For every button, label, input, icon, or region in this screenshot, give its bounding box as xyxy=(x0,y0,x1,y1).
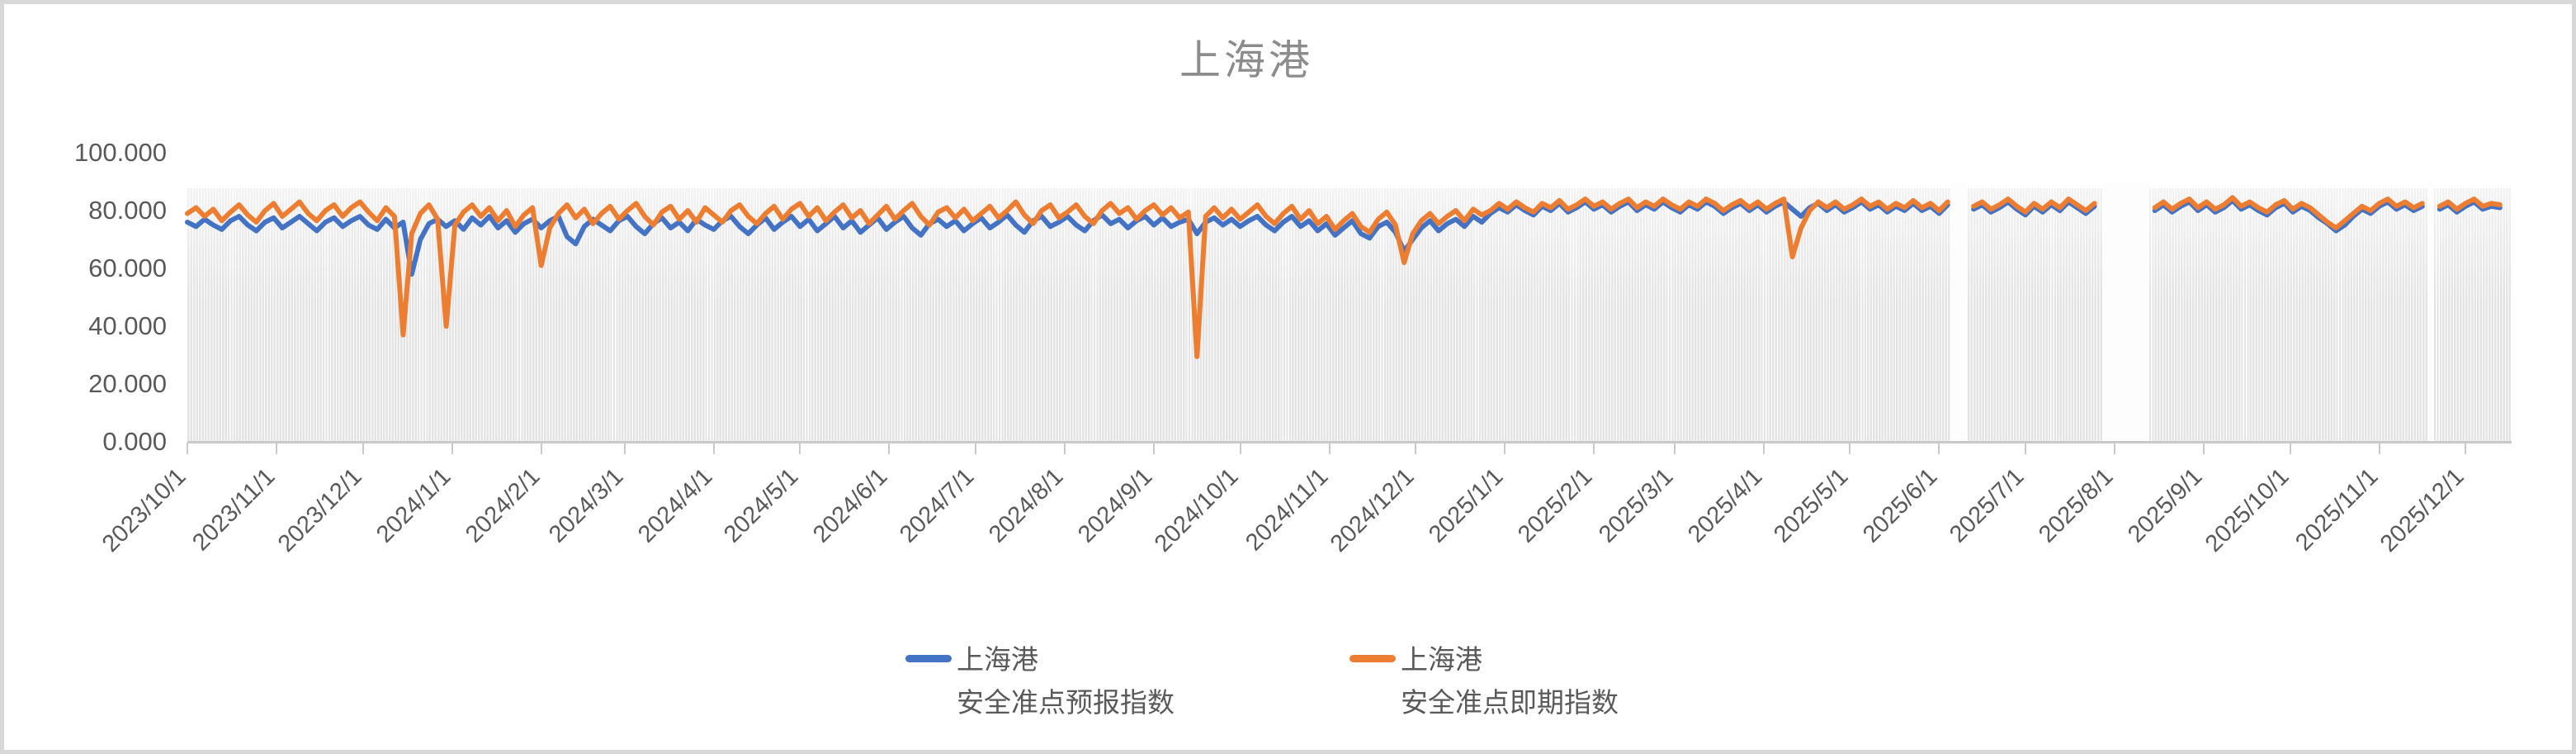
month-tick xyxy=(888,443,891,454)
missing-data-gap xyxy=(1950,182,1969,441)
legend-entry-forecast: 上海港 安全准点预报指数 xyxy=(905,638,1349,724)
month-tick xyxy=(1593,443,1595,454)
month-tick xyxy=(1415,443,1417,454)
month-tick xyxy=(974,443,976,454)
month-tick xyxy=(623,443,626,454)
month-tick xyxy=(712,443,715,454)
missing-data-gap xyxy=(2427,182,2434,441)
month-tick xyxy=(1152,443,1155,454)
month-tick xyxy=(2378,443,2380,454)
month-tick xyxy=(1673,443,1676,454)
month-tick xyxy=(1239,443,1241,454)
month-tick xyxy=(799,443,801,454)
month-tick xyxy=(1762,443,1765,454)
y-axis-label: 20.000 xyxy=(88,369,167,398)
month-tick xyxy=(187,443,188,454)
series-layer xyxy=(185,195,2503,359)
chart-title: 上海港 xyxy=(1179,37,1313,83)
legend: 上海港 安全准点预报指数 上海港 安全准点即期指数 xyxy=(905,638,1794,724)
y-axis-label: 0.000 xyxy=(102,427,167,456)
legend-forecast-line2: 安全准点预报指数 xyxy=(957,687,1175,718)
y-axis-label: 40.000 xyxy=(88,311,167,340)
month-tick xyxy=(2113,443,2115,454)
missing-data-gap xyxy=(2103,182,2149,441)
legend-spot-line1: 上海港 xyxy=(1401,644,1482,675)
month-tick xyxy=(1063,443,1066,454)
month-tick xyxy=(1328,443,1331,454)
y-axis: 0.000 20.000 40.000 60.000 80.000 100.000 xyxy=(4,4,173,500)
legend-spot-line2: 安全准点即期指数 xyxy=(1401,687,1619,718)
forecast-line-swatch xyxy=(905,655,952,662)
y-axis-label: 100.000 xyxy=(73,138,167,167)
month-tick xyxy=(2024,443,2026,454)
y-axis-label: 60.000 xyxy=(88,254,167,282)
spot-line-swatch xyxy=(1349,655,1396,662)
month-tick xyxy=(451,443,453,454)
month-tick xyxy=(2289,443,2291,454)
x-axis-line xyxy=(187,441,2512,443)
month-tick xyxy=(2202,443,2205,454)
month-tick xyxy=(1849,443,1851,454)
month-tick xyxy=(1938,443,1940,454)
month-tick xyxy=(540,443,542,454)
spot-index-line xyxy=(185,195,2503,359)
month-tick xyxy=(362,443,364,454)
legend-entry-spot: 上海港 安全准点即期指数 xyxy=(1349,638,1794,724)
month-tick xyxy=(276,443,278,454)
month-tick xyxy=(2465,443,2467,454)
y-axis-label: 80.000 xyxy=(88,196,167,225)
plot-area: 2023/10/1 2023/11/1 2023/12/1 2024/1/1 2024/… xyxy=(4,4,2572,750)
month-tick xyxy=(1504,443,1506,454)
legend-forecast-line1: 上海港 xyxy=(957,644,1038,675)
